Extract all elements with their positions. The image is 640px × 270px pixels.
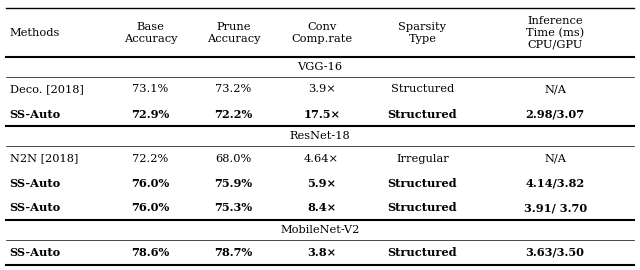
- Text: N/A: N/A: [544, 85, 566, 94]
- Text: 68.0%: 68.0%: [216, 154, 252, 164]
- Text: Inference
Time (ms)
CPU/GPU: Inference Time (ms) CPU/GPU: [526, 16, 584, 50]
- Text: 4.14/3.82: 4.14/3.82: [525, 178, 585, 189]
- Text: 3.8×: 3.8×: [307, 247, 336, 258]
- Text: SS-Auto: SS-Auto: [10, 247, 61, 258]
- Text: Structured: Structured: [388, 247, 457, 258]
- Text: 76.0%: 76.0%: [131, 202, 170, 213]
- Text: 78.7%: 78.7%: [214, 247, 253, 258]
- Text: Structured: Structured: [391, 85, 454, 94]
- Text: Structured: Structured: [388, 109, 457, 120]
- Text: 3.91/ 3.70: 3.91/ 3.70: [524, 202, 587, 213]
- Text: Methods: Methods: [10, 28, 60, 38]
- Text: MobileNet-V2: MobileNet-V2: [280, 225, 360, 235]
- Text: N/A: N/A: [544, 154, 566, 164]
- Text: Base
Accuracy: Base Accuracy: [124, 22, 177, 43]
- Text: 72.2%: 72.2%: [214, 109, 253, 120]
- Text: Structured: Structured: [388, 178, 457, 189]
- Text: 5.9×: 5.9×: [307, 178, 336, 189]
- Text: 2.98/3.07: 2.98/3.07: [525, 109, 585, 120]
- Text: SS-Auto: SS-Auto: [10, 202, 61, 213]
- Text: Prune
Accuracy: Prune Accuracy: [207, 22, 260, 43]
- Text: 72.9%: 72.9%: [131, 109, 170, 120]
- Text: 17.5×: 17.5×: [303, 109, 340, 120]
- Text: VGG-16: VGG-16: [298, 62, 342, 72]
- Text: Irregular: Irregular: [396, 154, 449, 164]
- Text: ResNet-18: ResNet-18: [290, 131, 350, 141]
- Text: 72.2%: 72.2%: [132, 154, 168, 164]
- Text: 73.2%: 73.2%: [216, 85, 252, 94]
- Text: Conv
Comp.rate: Conv Comp.rate: [291, 22, 352, 43]
- Text: SS-Auto: SS-Auto: [10, 109, 61, 120]
- Text: 78.6%: 78.6%: [131, 247, 170, 258]
- Text: 76.0%: 76.0%: [131, 178, 170, 189]
- Text: Deco. [2018]: Deco. [2018]: [10, 85, 83, 94]
- Text: Structured: Structured: [388, 202, 457, 213]
- Text: 4.64×: 4.64×: [304, 154, 339, 164]
- Text: 73.1%: 73.1%: [132, 85, 168, 94]
- Text: 3.9×: 3.9×: [308, 85, 335, 94]
- Text: 3.63/3.50: 3.63/3.50: [525, 247, 585, 258]
- Text: N2N [2018]: N2N [2018]: [10, 154, 78, 164]
- Text: 75.9%: 75.9%: [214, 178, 253, 189]
- Text: 75.3%: 75.3%: [214, 202, 253, 213]
- Text: 8.4×: 8.4×: [307, 202, 336, 213]
- Text: Sparsity
Type: Sparsity Type: [398, 22, 447, 43]
- Text: SS-Auto: SS-Auto: [10, 178, 61, 189]
